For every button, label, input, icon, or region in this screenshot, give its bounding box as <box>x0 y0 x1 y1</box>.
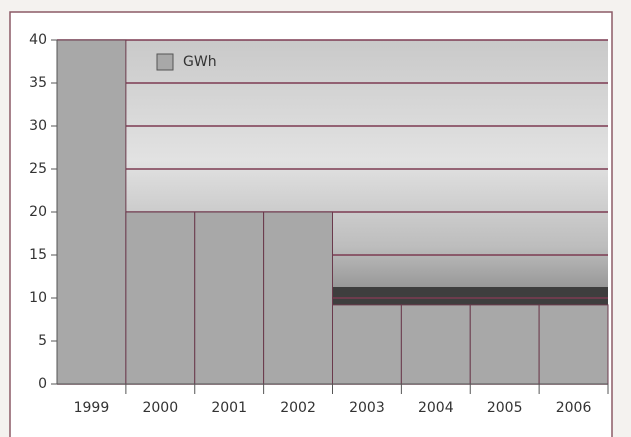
legend-label: GWh <box>183 54 217 70</box>
x-tick-label: 2005 <box>487 400 523 416</box>
y-tick-label: 30 <box>29 118 47 134</box>
y-tick-label: 20 <box>29 204 47 220</box>
x-tick-label: 2006 <box>556 400 592 416</box>
legend-swatch <box>156 53 174 71</box>
x-tick-label: 2000 <box>142 400 178 416</box>
bar <box>400 304 471 385</box>
bar <box>332 304 402 385</box>
bars <box>56 39 609 385</box>
y-tick-label: 40 <box>29 32 47 48</box>
x-tick-label: 2003 <box>349 400 385 416</box>
axes: 0 5 10 15 20 25 30 35 40 GWh 1999 2000 2001 2002 2003 2… <box>29 32 609 416</box>
y-tick-label: 35 <box>29 75 47 91</box>
bar <box>469 304 540 385</box>
x-tick-label: 2004 <box>418 400 454 416</box>
x-tick-label: 2001 <box>211 400 247 416</box>
x-tick-label: 2002 <box>280 400 316 416</box>
bar <box>125 211 196 385</box>
bar <box>56 39 127 385</box>
y-tick-label: 10 <box>29 290 47 306</box>
y-tick-label: 5 <box>38 333 47 349</box>
y-tick-label: 25 <box>29 161 47 177</box>
y-tick-label: 0 <box>38 376 47 392</box>
bar <box>538 304 609 385</box>
bar <box>263 211 333 385</box>
x-tick-label: 1999 <box>74 400 110 416</box>
bar <box>194 211 265 385</box>
y-tick-label: 15 <box>29 247 47 263</box>
